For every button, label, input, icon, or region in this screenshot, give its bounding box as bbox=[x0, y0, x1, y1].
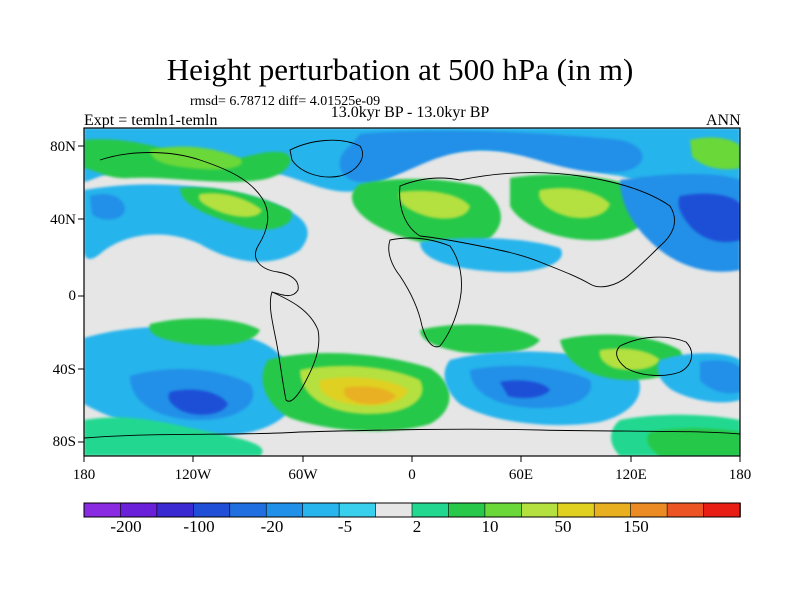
pacific-nw-dark-blue bbox=[678, 193, 740, 243]
colorbar-swatch bbox=[302, 502, 340, 518]
colorbar-swatch bbox=[156, 502, 195, 518]
experiment-label: Expt = temln1-temln bbox=[84, 112, 218, 129]
colorbar-swatch bbox=[375, 502, 413, 518]
colorbar-label: 2 bbox=[412, 517, 422, 536]
antarctic-green-west bbox=[84, 417, 263, 456]
lon-label-180-west: 180 bbox=[72, 467, 96, 483]
africa-coast bbox=[388, 237, 462, 348]
med-cyan-region bbox=[420, 238, 562, 273]
lon-label-180-east: 180 bbox=[728, 467, 752, 483]
colorbar-frame bbox=[83, 502, 741, 518]
antarctica-coast bbox=[84, 428, 740, 439]
colorbar-swatch bbox=[265, 502, 304, 518]
pacific-blue-spot bbox=[90, 193, 125, 220]
lat-label-40s: 40S bbox=[52, 362, 76, 378]
colorbar-label: -5 bbox=[337, 517, 353, 536]
eurasia-coast bbox=[399, 172, 675, 288]
map-title: Height perturbation at 500 hPa (in m) bbox=[166, 52, 634, 87]
indian-ocean-dark-blue bbox=[500, 380, 550, 398]
colorbar-label: 50 bbox=[554, 517, 572, 536]
colorbar-swatch bbox=[338, 502, 377, 518]
colorbar-swatch bbox=[411, 502, 450, 518]
lon-label-0: 0 bbox=[408, 467, 416, 483]
colorbar-swatch bbox=[193, 502, 231, 518]
lon-label-60w: 60W bbox=[288, 467, 318, 483]
colorbar bbox=[83, 502, 741, 518]
lon-label-60e: 60E bbox=[508, 467, 534, 483]
colorbar-swatch bbox=[521, 502, 559, 518]
colorbar-swatch bbox=[484, 502, 523, 518]
australia-coast bbox=[616, 336, 693, 376]
colorbar-swatch bbox=[593, 502, 632, 518]
australia-yellow-region bbox=[599, 348, 660, 370]
colorbar-swatch bbox=[448, 502, 486, 518]
colorbar-swatch bbox=[557, 502, 596, 518]
period-text: 13.0kyr BP - 13.0kyr BP bbox=[330, 104, 490, 121]
north-atlantic-lime bbox=[150, 146, 242, 170]
stats-text: rmsd= 6.78712 diff= 4.01525e-09 bbox=[190, 94, 381, 109]
north-america-coast bbox=[99, 152, 299, 297]
se-pacific-blue bbox=[700, 360, 740, 394]
contour-field bbox=[84, 128, 740, 456]
antarctic-green-core bbox=[647, 428, 740, 456]
sp-dark-blue-core bbox=[168, 389, 228, 415]
axis-ticks bbox=[78, 145, 741, 462]
asia-yellow-region bbox=[538, 187, 610, 219]
south-america-coast bbox=[269, 291, 320, 402]
lon-label-120e: 120E bbox=[615, 467, 647, 483]
colorbar-label: -20 bbox=[260, 517, 284, 536]
lat-label-80s: 80S bbox=[52, 434, 76, 450]
colorbar-label: 10 bbox=[481, 517, 499, 536]
lat-label-80n: 80N bbox=[50, 139, 76, 155]
africa-south-green bbox=[420, 324, 540, 354]
colorbar-swatch bbox=[630, 502, 668, 518]
colorbar-label: 150 bbox=[623, 517, 649, 536]
lon-label-120w: 120W bbox=[174, 467, 212, 483]
season-label: ANN bbox=[706, 112, 741, 129]
colorbar-swatch bbox=[666, 502, 705, 518]
colorbar-swatch bbox=[703, 502, 741, 518]
sa-orange-core bbox=[344, 386, 396, 404]
colorbar-swatch bbox=[83, 502, 122, 518]
greenland-coast bbox=[289, 139, 363, 178]
arctic-blue-region bbox=[339, 130, 643, 183]
lat-label-0: 0 bbox=[68, 288, 77, 304]
colorbar-label: -100 bbox=[183, 517, 215, 536]
coastlines bbox=[84, 139, 740, 439]
colorbar-label: -200 bbox=[110, 517, 142, 536]
sp-green-band bbox=[149, 318, 260, 346]
europe-yellow-region bbox=[398, 190, 470, 219]
na-yellow-region bbox=[198, 193, 262, 217]
lat-label-40n: 40N bbox=[50, 212, 76, 228]
colorbar-swatch bbox=[229, 502, 268, 518]
ne-corner-green bbox=[690, 137, 740, 170]
colorbar-swatch bbox=[120, 502, 158, 518]
